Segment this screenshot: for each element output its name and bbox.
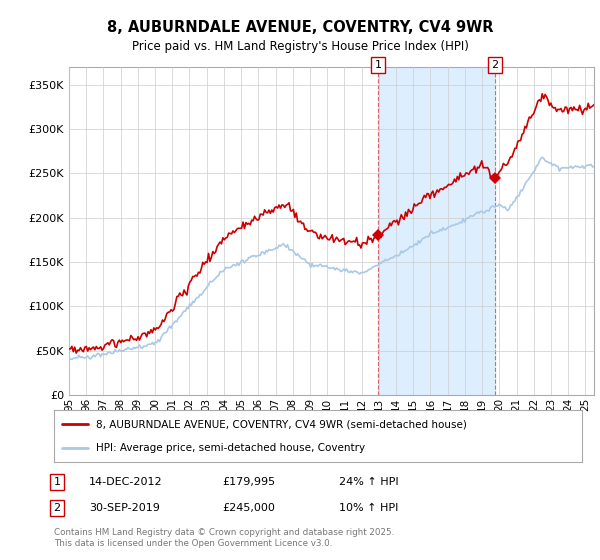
Text: 30-SEP-2019: 30-SEP-2019: [89, 503, 160, 513]
Text: 1: 1: [53, 477, 61, 487]
Text: £245,000: £245,000: [222, 503, 275, 513]
Text: 1: 1: [374, 60, 382, 70]
Text: 10% ↑ HPI: 10% ↑ HPI: [339, 503, 398, 513]
Text: £179,995: £179,995: [222, 477, 275, 487]
Text: Contains HM Land Registry data © Crown copyright and database right 2025.
This d: Contains HM Land Registry data © Crown c…: [54, 528, 394, 548]
Text: 2: 2: [53, 503, 61, 513]
Text: 24% ↑ HPI: 24% ↑ HPI: [339, 477, 398, 487]
Text: 14-DEC-2012: 14-DEC-2012: [89, 477, 163, 487]
Text: HPI: Average price, semi-detached house, Coventry: HPI: Average price, semi-detached house,…: [96, 443, 365, 453]
Text: 2: 2: [491, 60, 499, 70]
Text: Price paid vs. HM Land Registry's House Price Index (HPI): Price paid vs. HM Land Registry's House …: [131, 40, 469, 53]
Text: 8, AUBURNDALE AVENUE, COVENTRY, CV4 9WR: 8, AUBURNDALE AVENUE, COVENTRY, CV4 9WR: [107, 20, 493, 35]
Text: 8, AUBURNDALE AVENUE, COVENTRY, CV4 9WR (semi-detached house): 8, AUBURNDALE AVENUE, COVENTRY, CV4 9WR …: [96, 419, 467, 430]
Bar: [378, 67, 495, 395]
